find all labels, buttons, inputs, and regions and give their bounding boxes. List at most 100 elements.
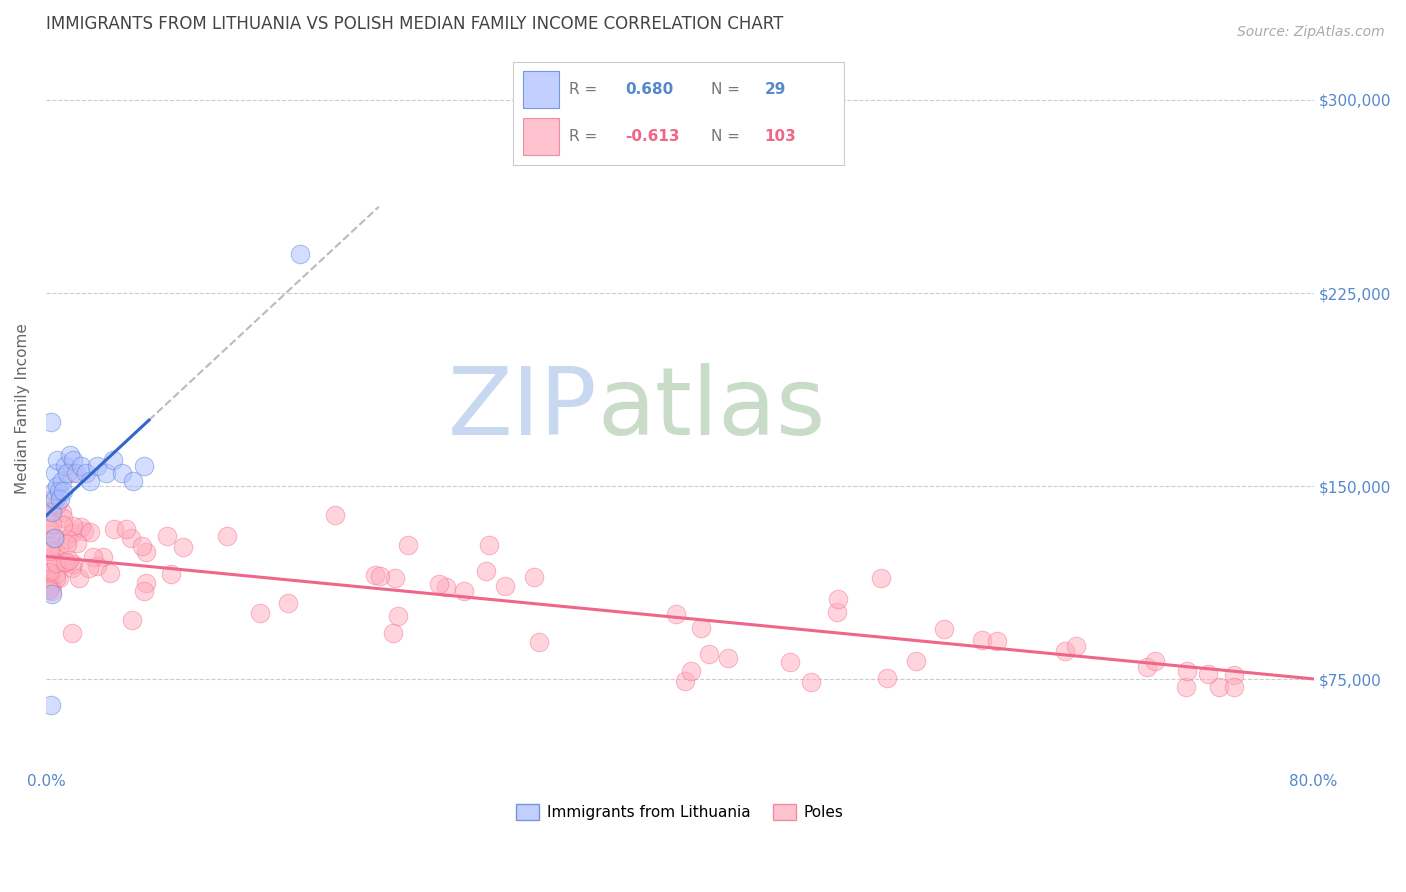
Point (1175, 665, 1198, 679)
Point (249, 606, 271, 620)
Point (42, 484, 65, 499)
Point (79, 474, 101, 488)
Point (717, 650, 740, 665)
Point (121, 613, 143, 627)
Point (970, 632, 993, 647)
Point (82, 550, 104, 565)
Point (51, 518, 73, 533)
Point (44, 491, 66, 506)
Point (453, 584, 475, 599)
Point (41, 491, 63, 506)
Point (48, 542, 70, 557)
Point (98, 566, 121, 580)
Point (44, 467, 66, 481)
Point (49, 491, 72, 506)
Point (115, 522, 138, 536)
Text: 0.680: 0.680 (626, 81, 673, 96)
Point (62, 557, 84, 571)
Point (60, 561, 83, 575)
Point (41, 516, 63, 531)
Point (86, 458, 108, 473)
Point (398, 538, 420, 552)
Point (986, 633, 1008, 648)
Point (66, 536, 89, 550)
Point (673, 674, 696, 689)
Point (45, 556, 67, 570)
Point (75, 467, 97, 481)
Text: Source: ZipAtlas.com: Source: ZipAtlas.com (1237, 25, 1385, 39)
Text: 29: 29 (765, 81, 786, 96)
Point (58, 552, 80, 566)
Point (870, 571, 893, 585)
Text: R =: R = (569, 81, 603, 96)
Point (103, 522, 125, 536)
Point (44, 531, 66, 545)
Point (1064, 639, 1087, 653)
Text: 103: 103 (765, 128, 796, 144)
Point (131, 539, 153, 553)
Text: N =: N = (711, 128, 745, 144)
Point (41, 503, 63, 517)
Point (1223, 668, 1246, 682)
Point (86, 558, 108, 573)
Point (122, 474, 145, 488)
Point (41, 587, 63, 601)
Point (45, 544, 67, 558)
Point (132, 584, 155, 599)
Point (1197, 667, 1219, 681)
Point (523, 570, 546, 584)
Point (60, 526, 83, 541)
Point (48, 484, 70, 499)
Point (45, 571, 67, 585)
Point (65, 467, 87, 481)
Point (52, 511, 75, 525)
Text: N =: N = (711, 81, 745, 96)
Point (60, 467, 83, 481)
Point (69, 458, 91, 473)
Point (39, 540, 62, 554)
Point (38, 572, 60, 586)
Point (52, 484, 75, 499)
Point (679, 665, 702, 679)
Point (62, 518, 84, 533)
Point (478, 538, 501, 552)
Point (172, 541, 194, 555)
Text: R =: R = (569, 128, 603, 144)
Point (494, 579, 516, 593)
Point (53, 458, 76, 473)
Point (38, 582, 60, 597)
Point (41, 505, 63, 519)
Point (527, 634, 550, 648)
Point (427, 577, 450, 591)
Point (55, 467, 77, 481)
Point (384, 571, 406, 585)
Legend: Immigrants from Lithuania, Poles: Immigrants from Lithuania, Poles (510, 798, 849, 827)
Point (368, 569, 391, 583)
Point (748, 806, 770, 821)
Point (55, 532, 77, 546)
Point (665, 607, 688, 621)
Point (38, 509, 60, 524)
Point (779, 655, 801, 669)
Point (1144, 654, 1167, 668)
Point (160, 566, 183, 581)
Point (42, 558, 65, 572)
Point (364, 568, 387, 582)
Point (39, 415, 62, 429)
Point (475, 564, 498, 578)
Point (67, 571, 90, 585)
Y-axis label: Median Family Income: Median Family Income (15, 324, 30, 494)
Point (51, 504, 73, 518)
Point (905, 654, 928, 668)
Point (38, 543, 60, 558)
Point (825, 605, 848, 619)
Point (876, 671, 898, 685)
Point (1223, 680, 1246, 694)
Text: IMMIGRANTS FROM LITHUANIA VS POLISH MEDIAN FAMILY INCOME CORRELATION CHART: IMMIGRANTS FROM LITHUANIA VS POLISH MEDI… (46, 15, 783, 33)
Point (62, 453, 84, 467)
Point (39, 528, 62, 542)
Point (800, 675, 823, 690)
Point (907, 819, 929, 833)
Bar (523, 70, 560, 108)
Point (38, 521, 60, 535)
